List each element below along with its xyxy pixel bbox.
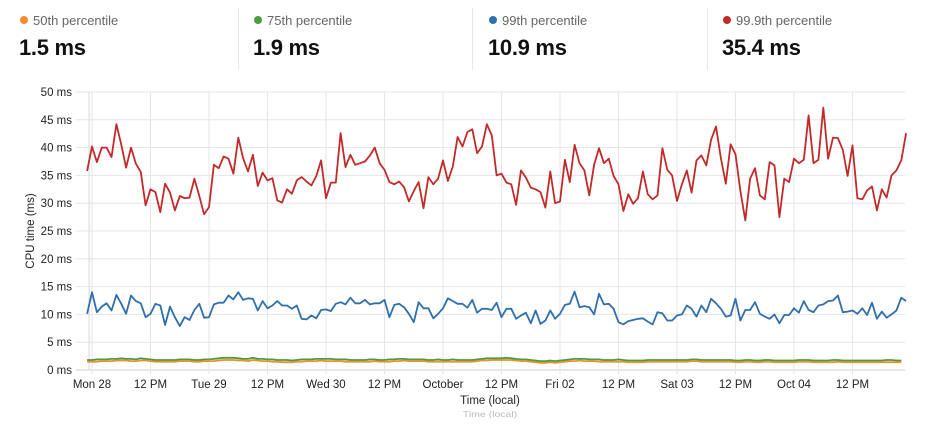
x-tick-label: 12 PM <box>602 379 635 391</box>
summary-label: 99th percentile <box>502 13 588 28</box>
y-tick-label: 50 ms <box>41 87 73 99</box>
y-tick-label: 40 ms <box>41 143 73 155</box>
x-tick-label: Oct 04 <box>777 379 811 391</box>
x-tick-label: 12 PM <box>719 379 752 391</box>
summary-label: 50th percentile <box>33 13 119 28</box>
divider <box>707 8 708 70</box>
y-tick-label: 0 ms <box>47 365 72 377</box>
series-line-p999 <box>86 106 907 222</box>
legend-dot-icon <box>723 16 731 24</box>
percentile-summary: 50th percentile 1.5 ms 75th percentile 1… <box>0 0 940 70</box>
y-tick-label: 45 ms <box>41 115 73 127</box>
series-line-p50 <box>87 359 902 364</box>
x-tick-label: Wed 30 <box>306 379 345 391</box>
x-tick-label: Mon 28 <box>73 379 111 391</box>
x-tick-label: Sat 03 <box>660 379 693 391</box>
series-line-p75 <box>87 356 902 363</box>
x-axis: Mon 28 12 PM Tue 29 12 PM Wed 30 12 PM October… <box>73 379 869 391</box>
series-lines <box>86 106 907 364</box>
summary-value: 1.9 ms <box>253 35 320 60</box>
summary-value: 35.4 ms <box>722 35 801 60</box>
legend-dot-icon <box>20 16 28 24</box>
grid <box>76 91 905 374</box>
x-tick-label: 12 PM <box>836 379 869 391</box>
y-axis: 0 ms 5 ms 10 ms 15 ms 20 ms 25 ms 30 ms 35 ms 40… <box>41 87 73 377</box>
summary-card-p999: 99.9th percentile 35.4 ms <box>703 0 940 70</box>
summary-label: 75th percentile <box>267 13 353 28</box>
summary-card-p50: 50th percentile 1.5 ms <box>0 0 238 70</box>
y-axis-title: CPU time (ms) <box>25 193 37 269</box>
x-tick-label: Tue 29 <box>191 379 226 391</box>
x-tick-label: 12 PM <box>485 379 518 391</box>
legend-dot-icon <box>254 16 262 24</box>
x-axis-title-reflection: Time (local) <box>463 410 517 420</box>
summary-label: 99.9th percentile <box>736 13 833 28</box>
summary-value: 10.9 ms <box>488 35 567 60</box>
y-tick-label: 30 ms <box>41 198 73 210</box>
y-tick-label: 35 ms <box>41 170 73 182</box>
summary-card-p99: 99th percentile 10.9 ms <box>469 0 707 70</box>
y-tick-label: 15 ms <box>41 282 73 294</box>
y-tick-label: 20 ms <box>41 254 73 266</box>
summary-card-p75: 75th percentile 1.9 ms <box>234 0 472 70</box>
divider <box>238 8 239 70</box>
y-tick-label: 5 ms <box>47 337 72 349</box>
summary-value: 1.5 ms <box>19 35 86 60</box>
y-tick-label: 10 ms <box>41 309 73 321</box>
divider <box>472 8 473 70</box>
series-line-p99 <box>86 290 907 328</box>
x-tick-label: 12 PM <box>251 379 284 391</box>
x-tick-label: October <box>423 379 464 391</box>
legend-dot-icon <box>489 16 497 24</box>
y-tick-label: 25 ms <box>41 226 73 238</box>
x-tick-label: 12 PM <box>134 379 167 391</box>
x-axis-title: Time (local) <box>460 395 520 407</box>
x-tick-label: Fri 02 <box>545 379 574 391</box>
x-tick-label: 12 PM <box>368 379 401 391</box>
